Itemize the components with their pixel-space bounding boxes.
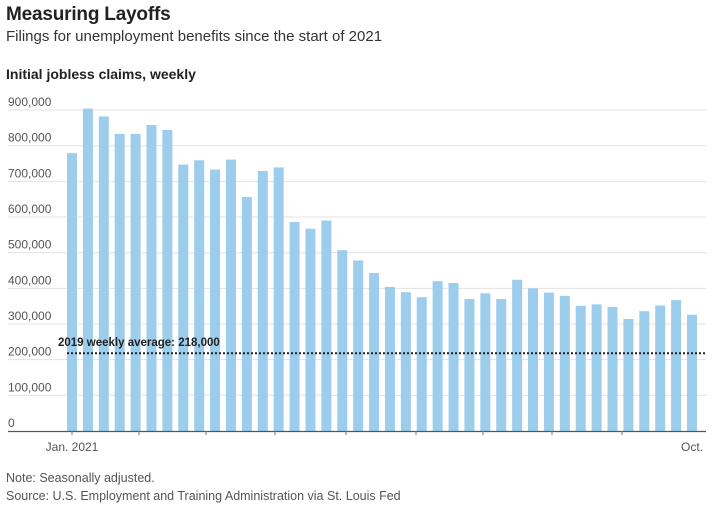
y-tick-label: 300,000 [8, 309, 52, 323]
bar [639, 311, 650, 431]
bar [671, 300, 682, 431]
bar [416, 297, 427, 431]
bar [623, 319, 634, 431]
bar [464, 299, 475, 431]
bar [655, 305, 666, 431]
y-tick-label: 700,000 [8, 166, 52, 180]
bar [400, 292, 411, 431]
y-tick-label: 400,000 [8, 273, 52, 287]
bar [353, 260, 364, 431]
y-tick-label: 800,000 [8, 131, 52, 145]
bar [384, 286, 395, 431]
bar-chart: 900,000 800,000 700,000 600,000 500,000 400,0… [8, 95, 706, 454]
bar [194, 160, 205, 432]
bar [178, 164, 189, 431]
y-tick-label: 200,000 [8, 345, 52, 359]
source-note: Source: U.S. Employment and Training Adm… [6, 489, 401, 503]
bar [82, 108, 93, 431]
bar [543, 292, 554, 431]
y-tick-label: 900,000 [8, 95, 52, 109]
bar [98, 116, 109, 432]
page-title: Measuring Layoffs [6, 4, 171, 25]
x-tick-label: Oct. [681, 440, 703, 454]
reference-line-label: 2019 weekly average: 218,000 [58, 337, 220, 349]
bar [512, 279, 523, 431]
bar [273, 167, 284, 431]
bar [289, 221, 300, 431]
bar [321, 220, 332, 431]
footnote: Note: Seasonally adjusted. [6, 471, 155, 485]
bar [559, 295, 570, 431]
x-tick-label: Jan. 2021 [46, 440, 99, 454]
bar [369, 272, 380, 431]
bar [337, 250, 348, 431]
y-tick-label: 600,000 [8, 202, 52, 216]
y-tick-label: 500,000 [8, 238, 52, 252]
bar [528, 288, 539, 431]
bar [225, 159, 236, 431]
bar [305, 228, 316, 431]
bar [591, 304, 602, 431]
y-tick-label: 0 [8, 416, 15, 430]
bar [130, 133, 141, 431]
y-tick-label: 100,000 [8, 380, 52, 394]
chart-title: Initial jobless claims, weekly [6, 66, 196, 82]
bar [162, 129, 173, 431]
bar [114, 133, 125, 431]
bar [67, 153, 77, 431]
bar [448, 282, 459, 431]
bar [210, 169, 221, 431]
bar [432, 281, 443, 431]
page-subtitle: Filings for unemployment benefits since … [6, 28, 383, 45]
bar [146, 124, 157, 431]
bar [607, 306, 618, 431]
bar [480, 293, 491, 431]
bar [257, 170, 268, 432]
bar [241, 197, 252, 431]
bar [687, 314, 697, 431]
bar [496, 299, 507, 431]
bar [575, 305, 586, 431]
